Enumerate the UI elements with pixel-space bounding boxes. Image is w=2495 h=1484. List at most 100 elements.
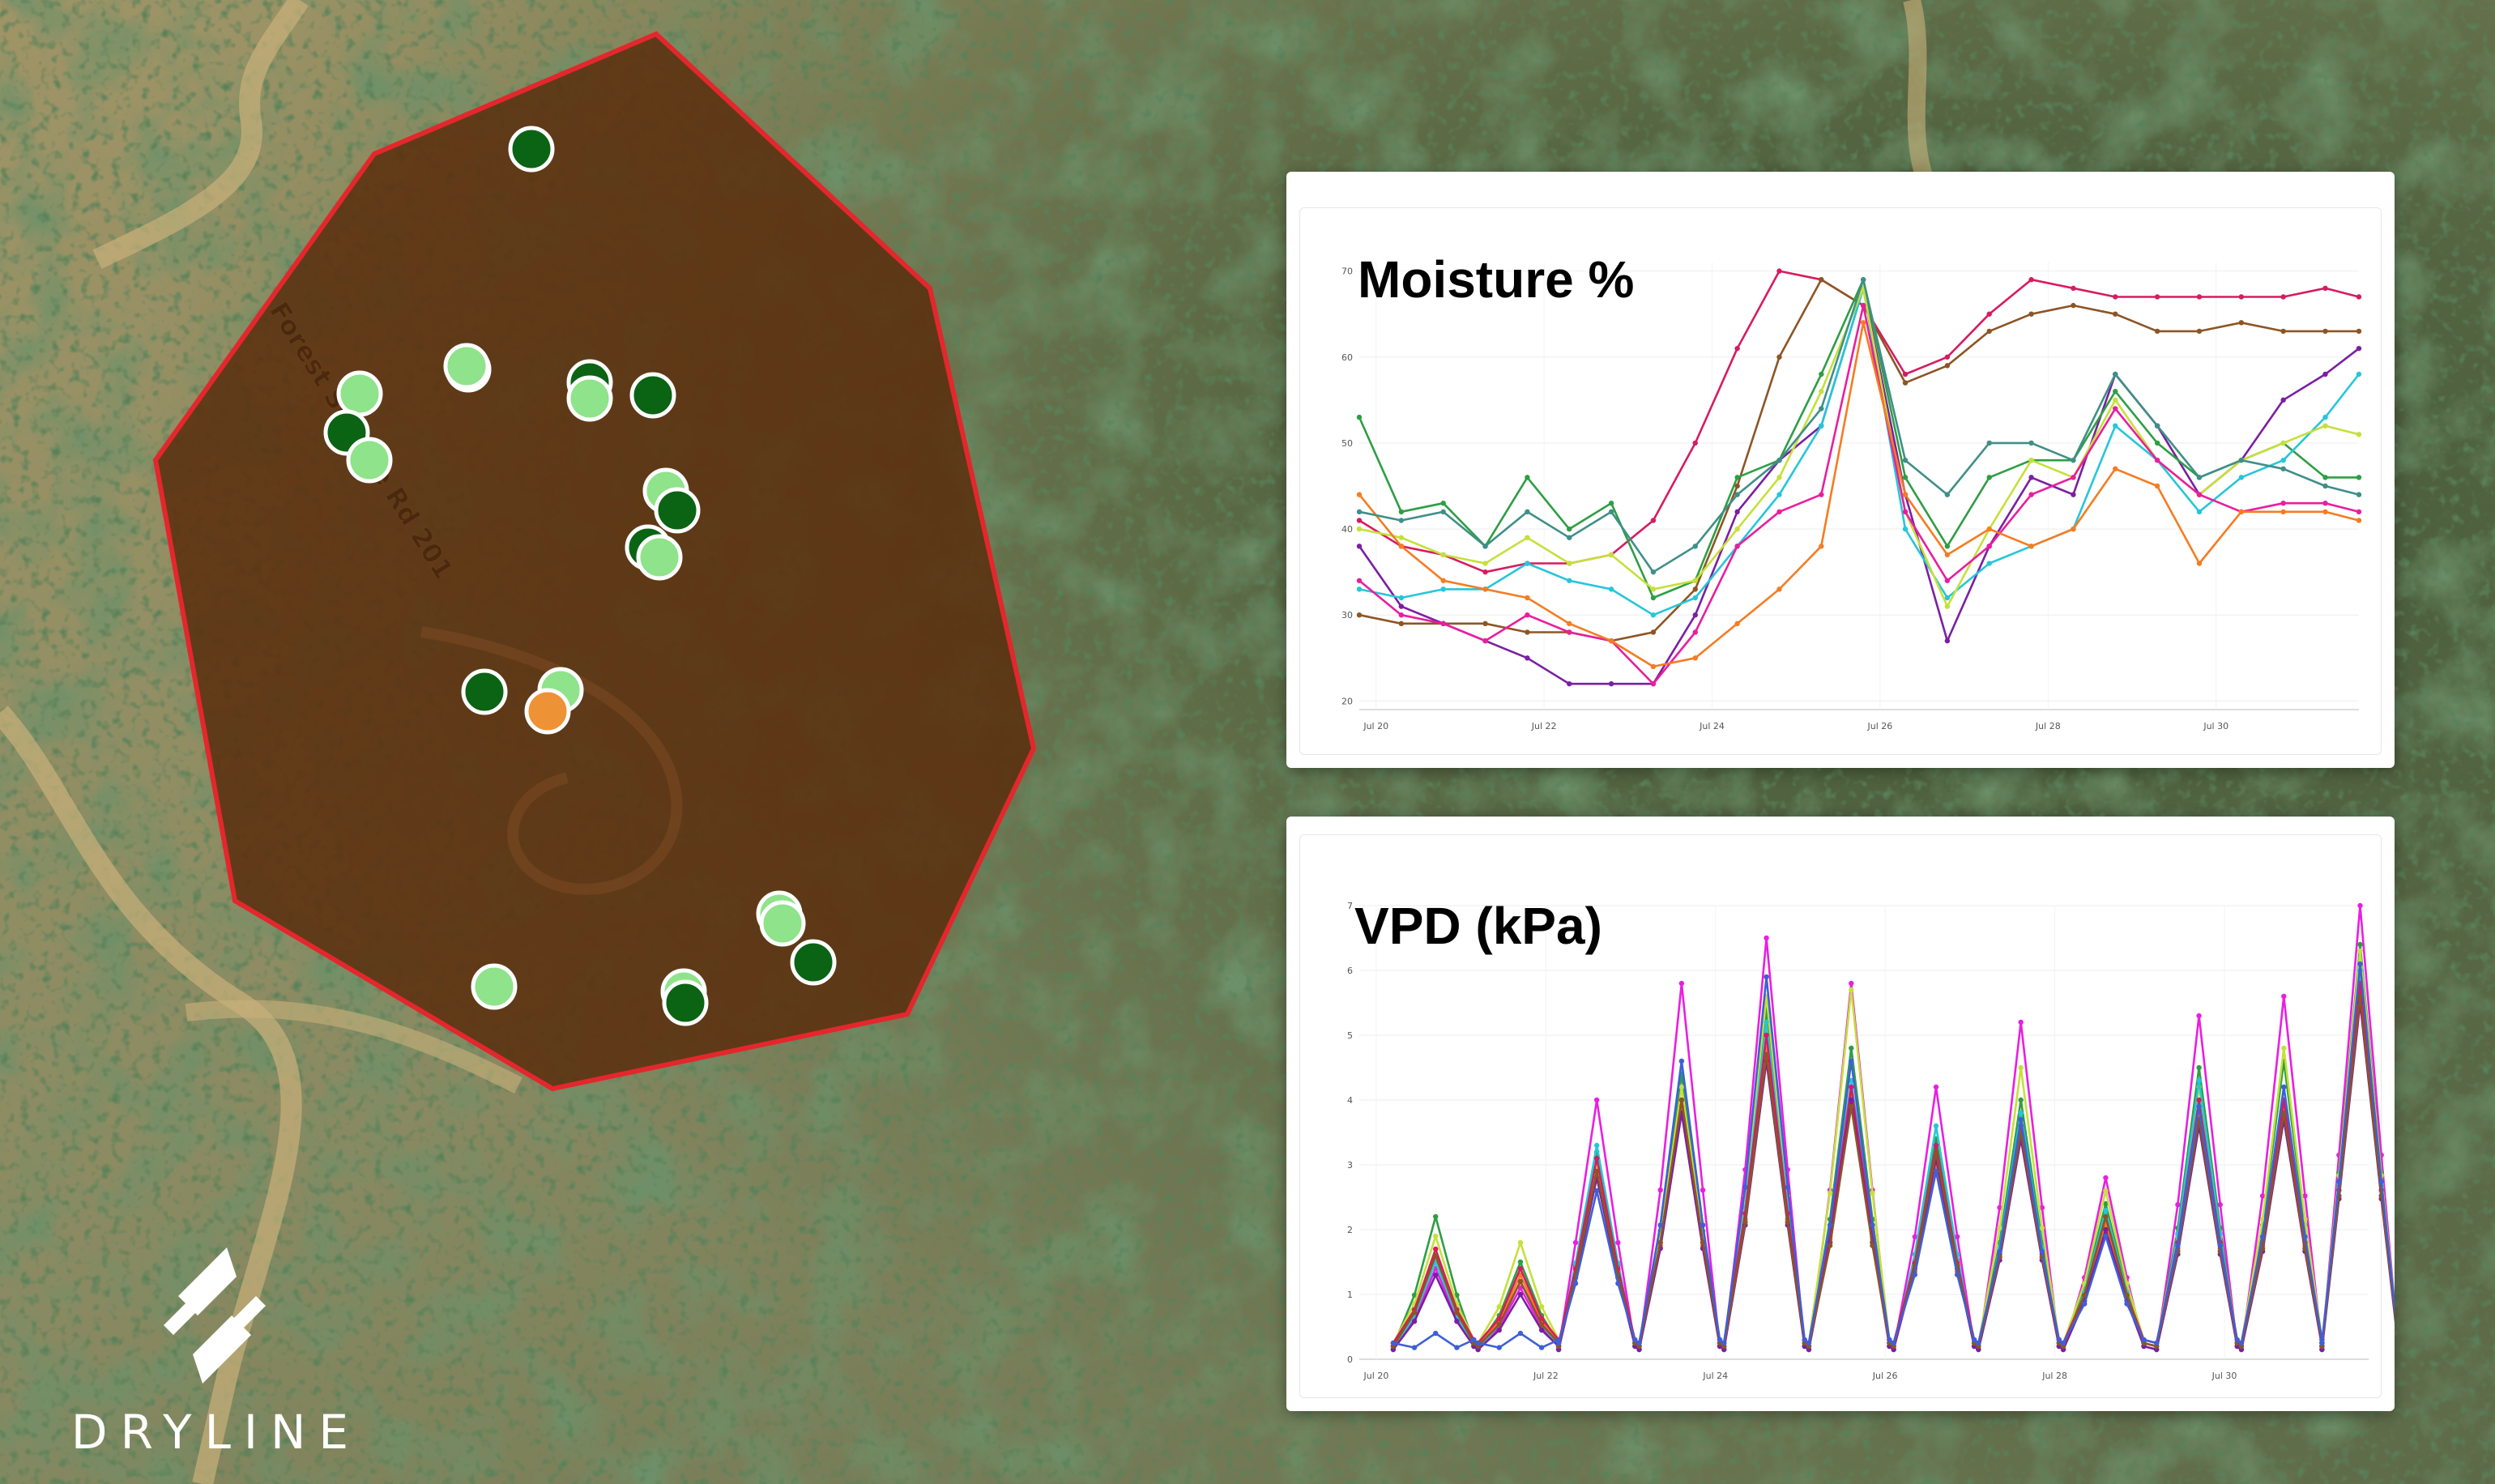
data-point: [1433, 1246, 1439, 1252]
data-point: [1678, 980, 1685, 987]
series-line-8[interactable]: [1392, 995, 2395, 1348]
data-point: [1902, 380, 1909, 386]
data-point: [2356, 345, 2362, 352]
sensor-marker-light[interactable]: [471, 963, 518, 1010]
series-line-7[interactable]: [1358, 304, 2360, 685]
data-point: [1976, 1340, 1981, 1346]
data-point: [2322, 509, 2328, 515]
sensor-marker-dark[interactable]: [662, 979, 709, 1026]
data-point: [2018, 1110, 2024, 1116]
data-point: [1944, 492, 1951, 497]
data-point: [1356, 526, 1363, 532]
moisture-chart-panel: 20 30 40 50 60 70 Jul 20 Jul 22 Jul 24 Jul 26 Jul …: [1286, 172, 2395, 768]
data-point: [1776, 354, 1782, 360]
sensor-marker-dark[interactable]: [790, 939, 837, 986]
data-point: [2103, 1233, 2109, 1239]
data-point: [1700, 1239, 1706, 1246]
data-point: [1912, 1272, 1918, 1277]
series-line-2[interactable]: [1358, 278, 2359, 642]
sensor-marker-light[interactable]: [346, 437, 393, 484]
sensor-marker-dark[interactable]: [654, 487, 701, 534]
data-point: [1356, 518, 1363, 523]
data-point: [1819, 544, 1824, 549]
series-line-3[interactable]: [1392, 949, 2395, 1345]
data-point: [1692, 612, 1698, 618]
sensor-marker-light[interactable]: [566, 375, 613, 422]
data-point: [2356, 328, 2362, 335]
data-point: [2259, 1193, 2266, 1199]
data-point: [2018, 1019, 2024, 1026]
data-point: [1517, 1265, 1524, 1272]
data-point: [1678, 1058, 1685, 1064]
data-point: [1482, 569, 1488, 575]
y-tick-label: 20: [1341, 696, 1353, 706]
data-point: [1933, 1168, 1939, 1175]
series-line-5[interactable]: [1392, 995, 2395, 1348]
data-point: [2281, 993, 2287, 1000]
x-tick-label: Jul 20: [1363, 721, 1388, 731]
y-tick-label: 6: [1347, 966, 1353, 976]
data-point: [1471, 1337, 1477, 1343]
data-point: [1849, 1084, 1854, 1090]
y-tick-label: 60: [1341, 352, 1353, 363]
data-point: [1734, 544, 1740, 549]
data-point: [1944, 552, 1951, 558]
data-point: [1433, 1233, 1439, 1239]
series-line-7[interactable]: [1392, 1001, 2395, 1351]
data-point: [1986, 328, 1992, 335]
x-tick-label: Jul 22: [1531, 721, 1557, 731]
moisture-chart[interactable]: 20 30 40 50 60 70 Jul 20 Jul 22 Jul 24 Jul 26 Jul …: [1286, 172, 2395, 768]
data-point: [1650, 663, 1657, 670]
data-point: [1538, 1321, 1545, 1327]
data-point: [2028, 544, 2034, 549]
sensor-marker-dark[interactable]: [629, 372, 676, 419]
data-point: [1398, 544, 1405, 549]
data-point: [1700, 1222, 1706, 1228]
vpd-chart[interactable]: 0 1 2 3 4 5 6 7 Jul 20 Jul 22 Jul 24 Jul 26 Jul 28 Ju…: [1286, 817, 2395, 1411]
data-point: [2356, 492, 2362, 497]
series-line-6[interactable]: [1392, 982, 2395, 1345]
series-line-4[interactable]: [1392, 969, 2395, 1351]
data-point: [1678, 1097, 1685, 1103]
monitoring-zone[interactable]: [152, 31, 1037, 1092]
sensor-marker-dark[interactable]: [461, 668, 508, 715]
data-point: [2039, 1248, 2045, 1254]
data-point: [1525, 561, 1530, 566]
data-point: [1615, 1239, 1621, 1246]
data-point: [1433, 1252, 1439, 1259]
y-tick-label: 5: [1347, 1030, 1353, 1041]
sensor-marker-light[interactable]: [336, 370, 383, 417]
data-point: [2196, 1077, 2202, 1084]
data-point: [2071, 475, 2076, 480]
data-point: [1776, 268, 1782, 274]
data-point: [1944, 578, 1951, 583]
data-point: [1496, 1304, 1502, 1310]
data-point: [1482, 586, 1488, 592]
data-point: [1997, 1225, 2002, 1231]
sensor-marker-dark[interactable]: [508, 126, 555, 173]
data-point: [1944, 595, 1951, 601]
sensor-marker-light[interactable]: [636, 534, 683, 581]
data-point: [2357, 941, 2363, 948]
data-point: [1650, 595, 1657, 601]
sensor-marker-light[interactable]: [443, 343, 490, 390]
data-point: [2082, 1301, 2088, 1307]
y-tick-label: 50: [1341, 438, 1353, 449]
series-line-1[interactable]: [1392, 904, 2395, 1351]
x-tick-label: Jul 26: [1872, 1371, 1898, 1381]
data-point: [2280, 440, 2286, 446]
data-point: [2071, 457, 2076, 463]
sensor-marker-alert[interactable]: [524, 688, 571, 735]
series-line-6[interactable]: [1358, 287, 2360, 608]
data-point: [1849, 980, 1854, 987]
data-point: [1902, 475, 1909, 480]
data-point: [1608, 552, 1614, 558]
sensor-marker-light[interactable]: [759, 900, 806, 947]
series-line-2[interactable]: [1392, 943, 2395, 1348]
series-line-5[interactable]: [1358, 287, 2361, 616]
data-point: [2103, 1200, 2109, 1207]
series-line-9[interactable]: [1393, 962, 2395, 1349]
moisture-chart-frame: [1299, 207, 2382, 755]
data-point: [1454, 1319, 1460, 1324]
data-point: [2196, 1097, 2202, 1103]
